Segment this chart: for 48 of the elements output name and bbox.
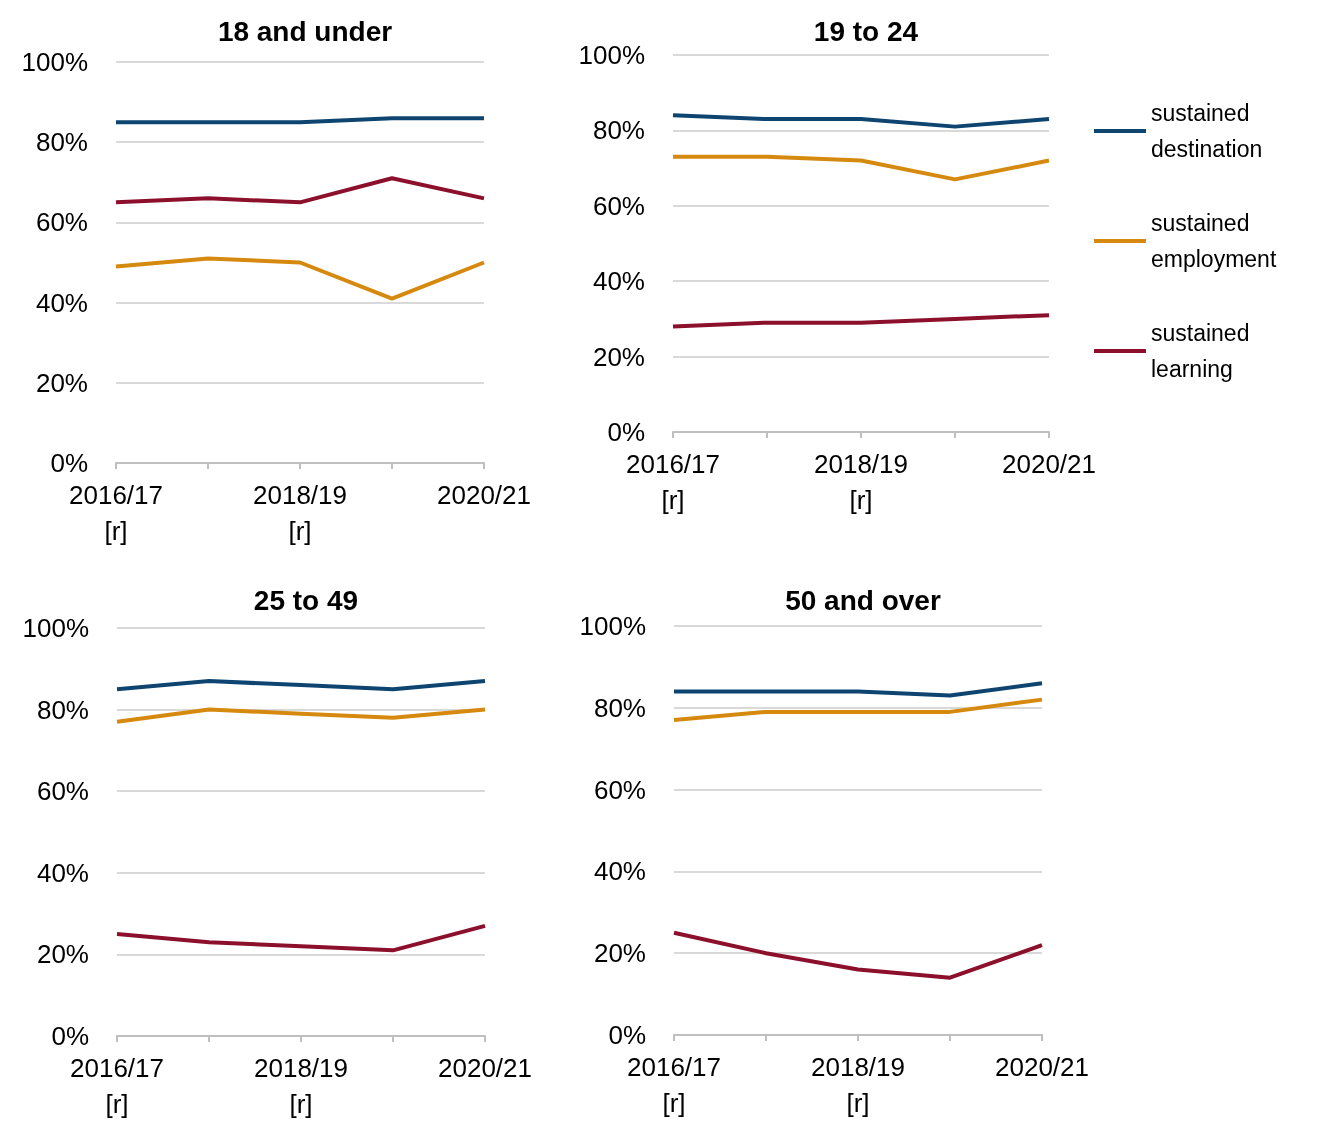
line-series xyxy=(115,923,487,953)
x-tick-label: 2020/21 xyxy=(437,480,531,510)
y-tick-label: 40% xyxy=(36,857,89,888)
x-tick-label: 2018/19 [r] xyxy=(811,1052,905,1118)
x-tick-label: 2020/21 xyxy=(1002,449,1096,479)
x-tick-label: 2018/19 [r] xyxy=(814,449,908,515)
y-tick-label: 40% xyxy=(593,856,646,887)
y-tick-label: 0% xyxy=(607,417,645,447)
x-tick-label: 2016/17 [r] xyxy=(627,1052,721,1118)
x-tick-label: 2020/21 xyxy=(438,1053,532,1083)
y-tick-label: 100% xyxy=(579,611,646,641)
x-tick-label: 2016/17 [r] xyxy=(626,449,720,515)
y-tick-label: 0% xyxy=(50,448,88,478)
y-tick-label: 40% xyxy=(35,287,88,318)
y-tick-label: 40% xyxy=(592,266,645,297)
chart-title: 19 to 24 xyxy=(813,15,919,47)
y-tick-label: 20% xyxy=(593,938,646,969)
y-tick-label: 60% xyxy=(592,190,645,221)
y-tick-label: 60% xyxy=(35,207,88,238)
y-tick-label: 100% xyxy=(21,47,88,77)
x-tick-label: 2018/19 [r] xyxy=(253,480,347,546)
y-tick-label: 80% xyxy=(35,127,88,158)
line-series xyxy=(671,313,1051,329)
y-tick-label: 100% xyxy=(22,613,89,643)
y-tick-label: 80% xyxy=(593,692,646,723)
y-tick-label: 60% xyxy=(593,774,646,805)
line-series xyxy=(114,256,486,301)
y-tick-label: 60% xyxy=(36,776,89,807)
x-tick-label: 2016/17 [r] xyxy=(69,480,163,546)
legend-label: sustained employment xyxy=(1151,210,1277,272)
x-tick-label: 2016/17 [r] xyxy=(70,1053,164,1119)
y-tick-label: 80% xyxy=(592,115,645,146)
y-tick-label: 0% xyxy=(51,1021,89,1051)
y-tick-label: 100% xyxy=(578,40,645,70)
chart-title: 25 to 49 xyxy=(253,584,359,616)
chart-title: 18 and under xyxy=(217,15,393,47)
line-series xyxy=(672,930,1044,980)
y-tick-label: 20% xyxy=(35,367,88,398)
legend-label: sustained learning xyxy=(1151,320,1256,382)
x-tick-label: 2020/21 xyxy=(995,1052,1089,1082)
y-tick-label: 20% xyxy=(592,341,645,372)
line-series xyxy=(115,707,487,724)
chart-title: 50 and over xyxy=(785,584,941,616)
x-tick-label: 2018/19 [r] xyxy=(254,1053,348,1119)
legend-label: sustained destination xyxy=(1151,100,1263,162)
y-tick-label: 80% xyxy=(36,694,89,725)
y-tick-label: 0% xyxy=(608,1020,646,1050)
y-tick-label: 20% xyxy=(36,939,89,970)
